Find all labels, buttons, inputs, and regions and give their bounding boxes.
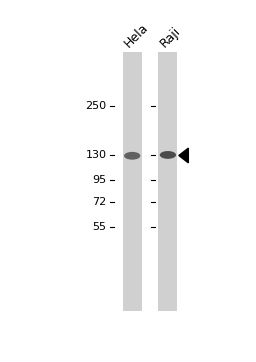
Text: 250: 250 xyxy=(85,101,106,111)
Ellipse shape xyxy=(160,151,176,159)
Text: 72: 72 xyxy=(92,197,106,207)
Text: Hela: Hela xyxy=(122,21,151,50)
Text: 130: 130 xyxy=(86,150,106,160)
Bar xyxy=(158,52,177,311)
Text: 95: 95 xyxy=(92,175,106,185)
Text: 55: 55 xyxy=(92,222,106,232)
Text: Raji: Raji xyxy=(158,25,183,50)
Polygon shape xyxy=(179,148,188,163)
Ellipse shape xyxy=(124,152,140,160)
Bar xyxy=(123,52,142,311)
